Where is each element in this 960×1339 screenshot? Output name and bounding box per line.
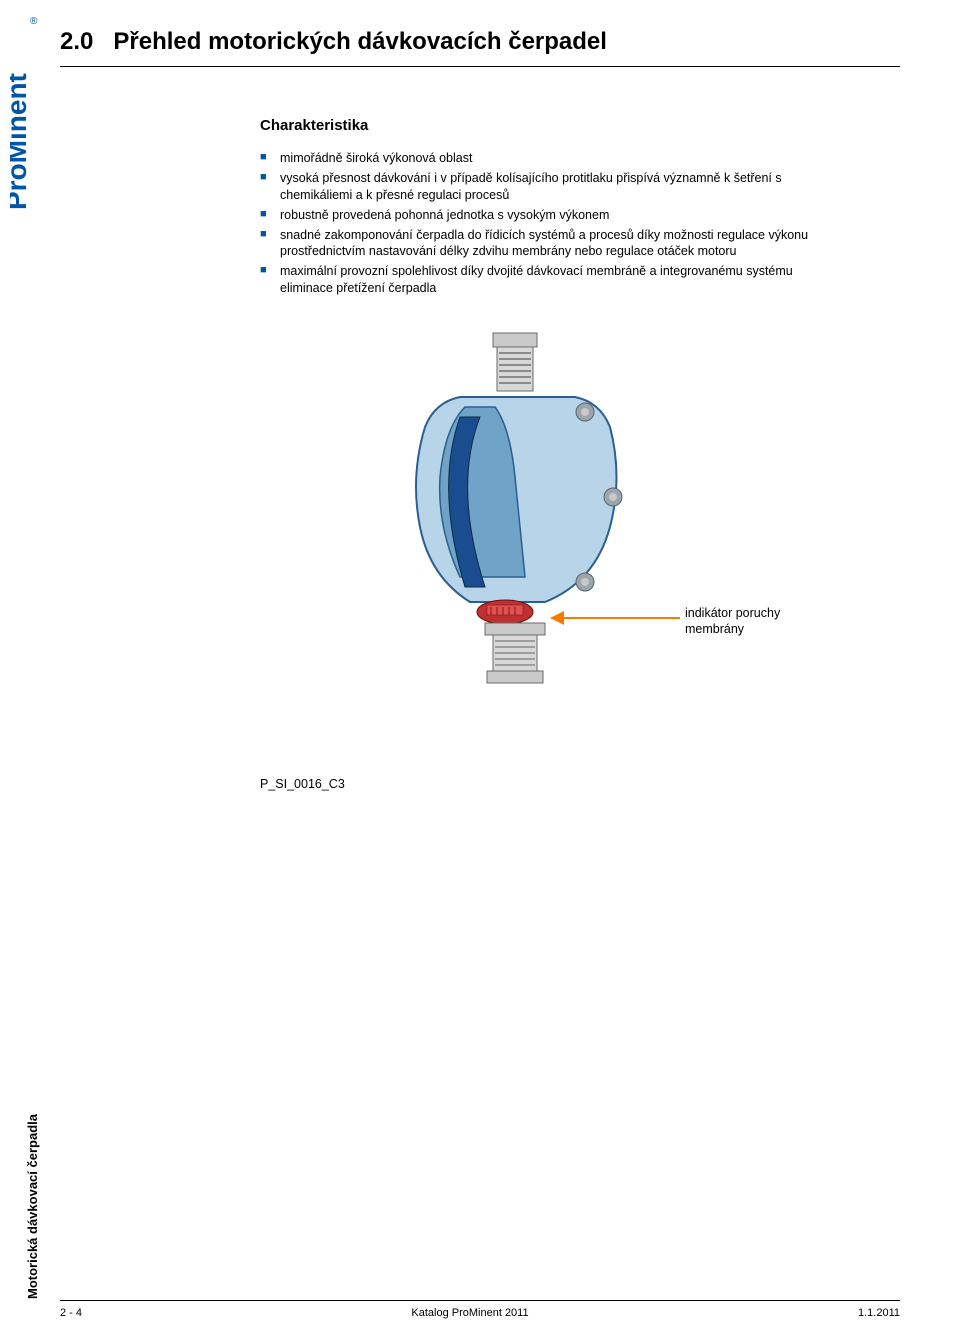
pump-illustration bbox=[375, 327, 655, 687]
title-text: Přehled motorických dávkovacích čerpadel bbox=[113, 28, 607, 55]
registered-mark: ® bbox=[30, 16, 38, 27]
figure-area: indikátor poruchy membrány bbox=[260, 327, 820, 707]
page-title: 2.0 Přehled motorických dávkovacích čerp… bbox=[60, 28, 900, 67]
bullet-list: mimořádně široká výkonová oblast vysoká … bbox=[260, 150, 820, 297]
title-number: 2.0 bbox=[60, 28, 93, 55]
sidebar-vertical-label: Motorická dávkovací čerpadla bbox=[25, 1114, 40, 1299]
callout-line2: membrány bbox=[685, 622, 744, 636]
bullet-item: robustně provedená pohonná jednotka s vy… bbox=[260, 207, 820, 224]
bullet-item: vysoká přesnost dávkování i v případě ko… bbox=[260, 170, 820, 204]
characteristics-section: Charakteristika mimořádně široká výkonov… bbox=[260, 117, 820, 297]
bullet-item: mimořádně široká výkonová oblast bbox=[260, 150, 820, 167]
brand-text: ProMinent bbox=[10, 73, 32, 210]
page-footer: 2 - 4 Katalog ProMinent 2011 1.1.2011 bbox=[60, 1300, 900, 1319]
pump-body-icon bbox=[416, 397, 622, 602]
top-connector-icon bbox=[493, 333, 537, 391]
callout-label: indikátor poruchy membrány bbox=[685, 605, 780, 638]
footer-catalog: Katalog ProMinent 2011 bbox=[411, 1307, 528, 1319]
section-heading: Charakteristika bbox=[260, 117, 820, 134]
footer-date: 1.1.2011 bbox=[858, 1307, 900, 1319]
bullet-item: maximální provozní spolehlivost díky dvo… bbox=[260, 263, 820, 297]
content-area: 2.0 Přehled motorických dávkovacích čerp… bbox=[60, 0, 900, 791]
brand-logo: ProMinent ® bbox=[10, 10, 42, 220]
indicator-icon bbox=[477, 600, 533, 624]
callout-line1: indikátor poruchy bbox=[685, 606, 780, 620]
bullet-item: snadné zakomponování čerpadla do řídicíc… bbox=[260, 227, 820, 261]
figure-code: P_SI_0016_C3 bbox=[260, 777, 900, 791]
callout-line bbox=[560, 617, 680, 619]
bottom-connector-icon bbox=[485, 623, 545, 683]
footer-page-number: 2 - 4 bbox=[60, 1307, 82, 1319]
